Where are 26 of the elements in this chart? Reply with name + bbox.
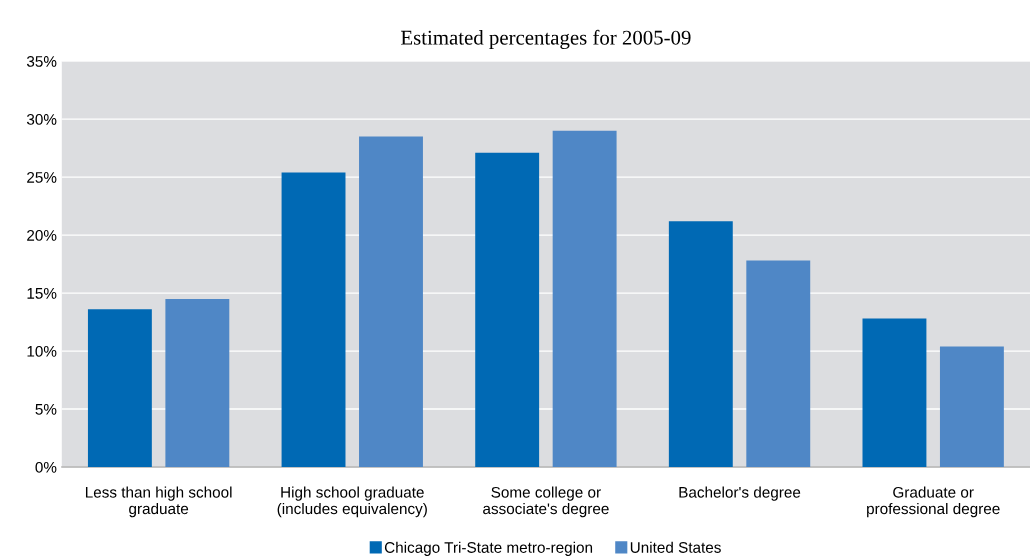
bar: [475, 152, 540, 468]
bar: [281, 172, 346, 468]
y-tick-label: 25%: [27, 171, 57, 183]
bar: [359, 136, 423, 468]
x-tick-label: Bachelor's degree: [679, 486, 801, 501]
bar: [862, 318, 927, 468]
chart-title: Estimated percentages for 2005-09: [401, 29, 691, 49]
bar: [668, 221, 733, 468]
x-tick-label: Some college or associate's degree: [483, 486, 609, 518]
bar: [939, 346, 1004, 468]
x-tick-label: High school graduate (includes equivalency): [277, 486, 427, 518]
legend-label: Chicago Tri-State metro-region: [384, 541, 593, 556]
y-tick-label: 15%: [27, 288, 57, 299]
bar: [165, 298, 230, 468]
y-tick-label: 20%: [27, 229, 57, 241]
y-tick-label: 0%: [35, 461, 57, 473]
bar: [87, 309, 152, 468]
y-tick-label: 30%: [26, 114, 57, 125]
y-tick-label: 35%: [26, 56, 57, 67]
legend-label: United States: [630, 541, 721, 553]
y-tick-label: 5%: [35, 403, 57, 415]
y-tick-label: 10%: [27, 345, 57, 357]
x-tick-label: Graduate or professional degree: [867, 486, 1000, 518]
bar: [746, 260, 811, 468]
bar: [552, 130, 617, 468]
x-tick-label: Less than high school graduate: [85, 486, 232, 518]
